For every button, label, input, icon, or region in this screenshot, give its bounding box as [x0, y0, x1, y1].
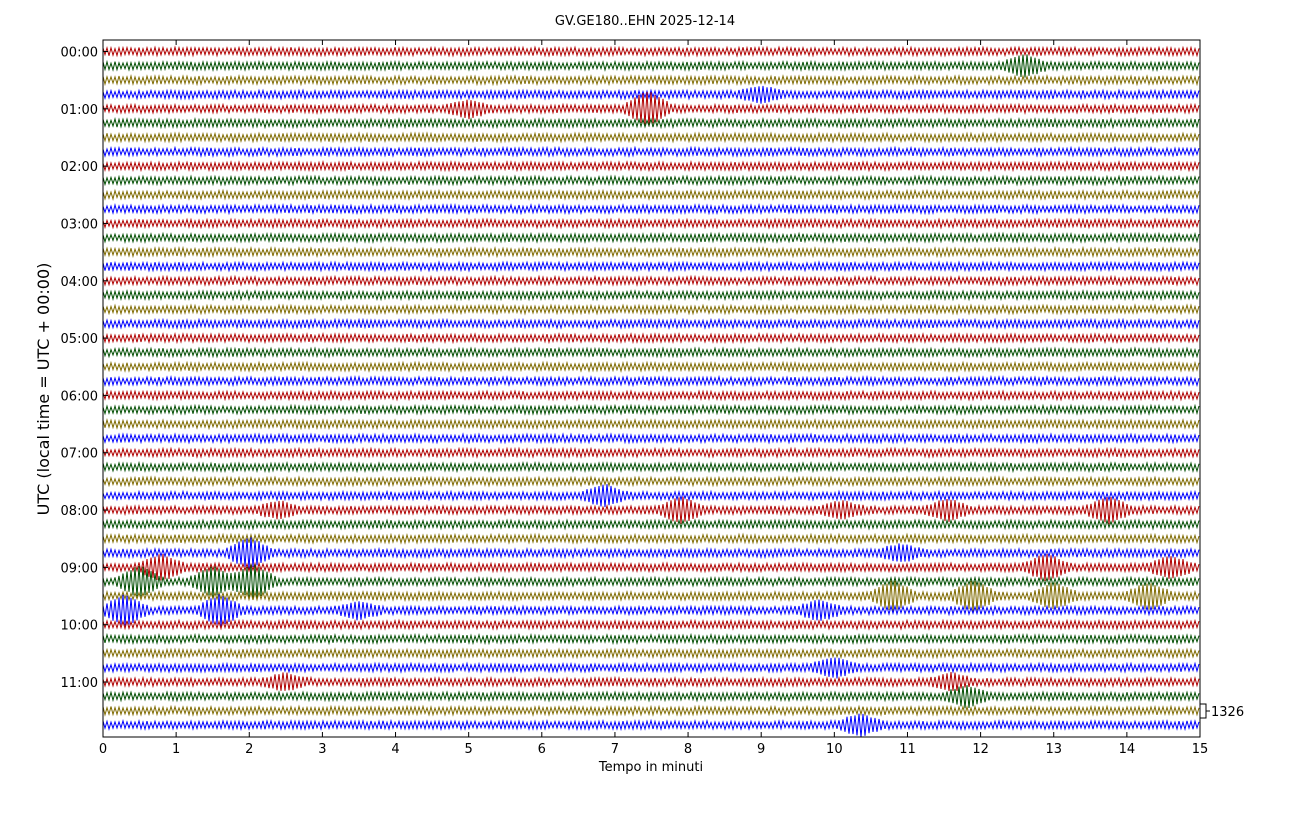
x-tick-label: 4 — [391, 742, 399, 757]
y-tick-label: 11:00 — [61, 676, 98, 691]
trace-line — [102, 553, 1200, 582]
trace-line — [102, 374, 1200, 388]
trace-line — [102, 580, 1200, 613]
trace-line — [102, 317, 1200, 330]
trace-line — [102, 45, 1200, 58]
x-tick-label: 3 — [318, 742, 326, 757]
trace-line — [102, 260, 1200, 273]
trace-line — [102, 331, 1200, 345]
x-axis-label: Tempo in minuti — [598, 760, 703, 775]
trace-line — [102, 145, 1200, 158]
y-axis-label: UTC (local time = UTC + 00:00) — [34, 263, 53, 516]
trace-line — [102, 346, 1200, 359]
x-tick-label: 6 — [538, 742, 546, 757]
x-tick-label: 13 — [1045, 742, 1062, 757]
chart-title: GV.GE180..EHN 2025-12-14 — [555, 14, 735, 29]
trace-line — [102, 647, 1200, 660]
x-tick-label: 10 — [826, 742, 843, 757]
trace-line — [102, 303, 1200, 316]
y-tick-label: 02:00 — [61, 160, 98, 175]
trace-line — [102, 532, 1200, 545]
x-tick-label: 12 — [972, 742, 989, 757]
x-tick-label: 5 — [465, 742, 473, 757]
trace-line — [102, 518, 1200, 531]
trace-line — [102, 202, 1200, 216]
plot-frame — [102, 39, 1201, 738]
trace-line — [102, 74, 1200, 87]
y-tick-label: 04:00 — [61, 275, 98, 290]
trace-line — [102, 618, 1200, 631]
x-tick-label: 9 — [757, 742, 765, 757]
trace-line — [102, 713, 1200, 738]
x-tick-label: 15 — [1192, 742, 1209, 757]
x-tick-label: 14 — [1119, 742, 1136, 757]
trace-line — [102, 217, 1200, 230]
trace-group — [102, 45, 1200, 738]
y-tick-label: 07:00 — [61, 447, 98, 462]
trace-line — [102, 460, 1200, 474]
trace-line — [102, 160, 1200, 173]
trace-line — [102, 657, 1200, 679]
trace-line — [102, 188, 1200, 201]
x-tick-label: 8 — [684, 742, 692, 757]
trace-line — [102, 274, 1200, 287]
trace-line — [102, 54, 1200, 78]
y-tick-label: 03:00 — [61, 217, 98, 232]
trace-line — [102, 704, 1200, 717]
trace-line — [102, 685, 1200, 709]
y-tick-label: 09:00 — [61, 561, 98, 576]
x-tick-label: 11 — [899, 742, 916, 757]
trace-line — [102, 91, 1200, 127]
trace-line — [102, 360, 1200, 373]
x-tick-label: 1 — [172, 742, 180, 757]
scale-label: 1326 — [1211, 705, 1244, 720]
trace-line — [102, 85, 1200, 104]
trace-line — [102, 594, 1200, 627]
trace-line — [102, 288, 1200, 302]
trace-line — [102, 231, 1200, 244]
y-tick-label: 08:00 — [61, 504, 98, 519]
trace-line — [102, 475, 1200, 488]
trace-line — [102, 389, 1200, 402]
trace-line — [102, 496, 1200, 525]
x-tick-label: 2 — [245, 742, 253, 757]
y-tick-label: 10:00 — [61, 619, 98, 634]
y-tick-label: 01:00 — [61, 103, 98, 118]
trace-line — [102, 564, 1200, 600]
trace-line — [102, 131, 1200, 144]
trace-line — [102, 417, 1200, 431]
x-tick-label: 7 — [611, 742, 619, 757]
y-tick-label: 00:00 — [61, 46, 98, 61]
y-axis: 00:00 01:00 02:00 03:00 04:00 05:00 06:00 07:00… — [61, 46, 108, 691]
trace-line — [102, 432, 1200, 445]
trace-line — [102, 537, 1200, 570]
trace-line — [102, 632, 1200, 646]
x-axis: 0 1 2 3 4 5 6 7 8 9 10 11 12 13 14 15 — [99, 40, 1208, 757]
scale-bar: 1326 — [1199, 703, 1244, 720]
trace-line — [102, 117, 1200, 130]
x-tick-label: 0 — [99, 742, 107, 757]
trace-line — [102, 403, 1200, 416]
y-tick-label: 05:00 — [61, 332, 98, 347]
trace-line — [102, 671, 1200, 692]
y-tick-label: 06:00 — [61, 389, 98, 404]
trace-line — [102, 245, 1200, 259]
trace-line — [102, 446, 1200, 459]
trace-line — [102, 484, 1200, 508]
trace-line — [102, 174, 1200, 187]
